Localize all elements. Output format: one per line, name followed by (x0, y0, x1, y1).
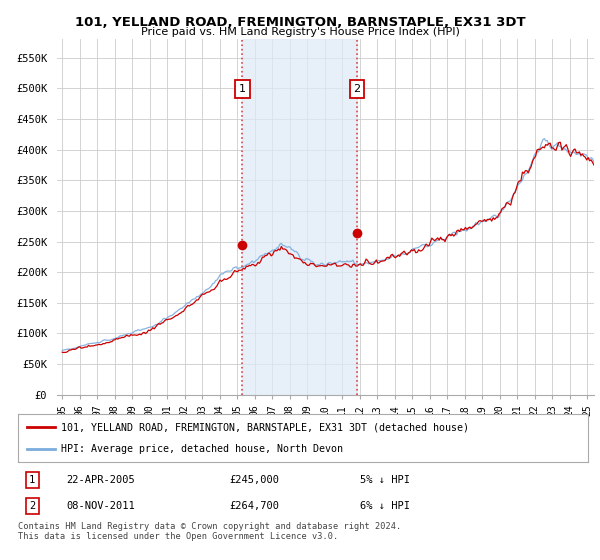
Text: £264,700: £264,700 (229, 501, 279, 511)
Text: 1: 1 (29, 475, 35, 485)
Text: 22-APR-2005: 22-APR-2005 (67, 475, 135, 485)
Text: £245,000: £245,000 (229, 475, 279, 485)
Text: 1: 1 (239, 84, 246, 94)
Text: 5% ↓ HPI: 5% ↓ HPI (360, 475, 410, 485)
Bar (242, 39, 357, 395)
Text: 101, YELLAND ROAD, FREMINGTON, BARNSTAPLE, EX31 3DT: 101, YELLAND ROAD, FREMINGTON, BARNSTAPL… (74, 16, 526, 29)
Text: HPI: Average price, detached house, North Devon: HPI: Average price, detached house, Nort… (61, 444, 343, 454)
Text: 2: 2 (29, 501, 35, 511)
Text: 101, YELLAND ROAD, FREMINGTON, BARNSTAPLE, EX31 3DT (detached house): 101, YELLAND ROAD, FREMINGTON, BARNSTAPL… (61, 422, 469, 432)
Text: Price paid vs. HM Land Registry's House Price Index (HPI): Price paid vs. HM Land Registry's House … (140, 27, 460, 37)
Text: 2: 2 (353, 84, 361, 94)
Text: 08-NOV-2011: 08-NOV-2011 (67, 501, 135, 511)
Text: Contains HM Land Registry data © Crown copyright and database right 2024.
This d: Contains HM Land Registry data © Crown c… (18, 522, 401, 542)
Text: 6% ↓ HPI: 6% ↓ HPI (360, 501, 410, 511)
